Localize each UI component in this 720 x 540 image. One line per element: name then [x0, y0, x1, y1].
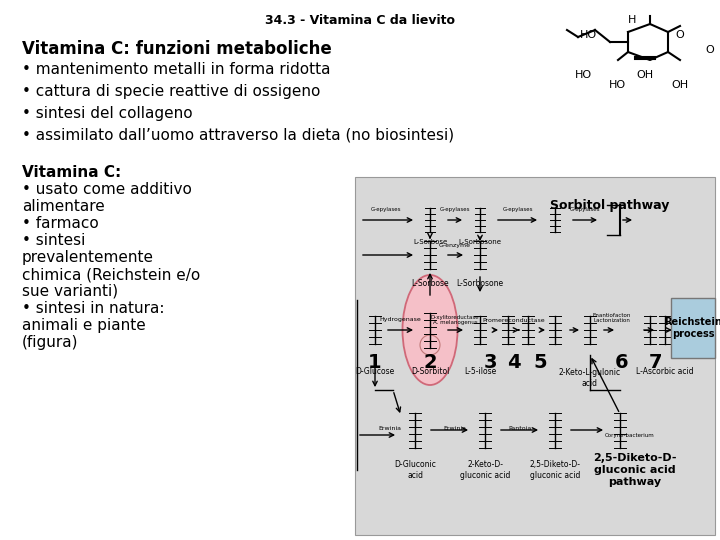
Text: Sorbitol pathway: Sorbitol pathway — [550, 199, 670, 212]
Text: OH: OH — [636, 70, 654, 80]
Text: • farmaco: • farmaco — [22, 216, 99, 231]
Text: chimica (Reichstein e/o: chimica (Reichstein e/o — [22, 267, 200, 282]
Text: L-Sorbosone: L-Sorbosone — [456, 280, 503, 288]
Text: sue varianti): sue varianti) — [22, 284, 118, 299]
Text: H: H — [628, 15, 636, 25]
Text: Enantiofacton
Lactonization: Enantiofacton Lactonization — [593, 313, 631, 323]
Text: D-Sorbitol: D-Sorbitol — [411, 368, 449, 376]
Text: O: O — [675, 30, 685, 40]
Text: L-Ascorbic acid: L-Ascorbic acid — [636, 368, 694, 376]
FancyBboxPatch shape — [355, 177, 715, 535]
Text: HO: HO — [580, 30, 597, 40]
Text: G-enzyme: G-enzyme — [439, 244, 471, 248]
Text: Vitamina C: funzioni metaboliche: Vitamina C: funzioni metaboliche — [22, 40, 332, 58]
Text: Coryne-bacterium: Coryne-bacterium — [605, 433, 655, 437]
Text: prevalentemente: prevalentemente — [22, 250, 154, 265]
Text: L-Sorbose: L-Sorbose — [413, 239, 447, 245]
Text: (figura): (figura) — [22, 335, 78, 350]
Text: 2-Keto-D-
gluconic acid: 2-Keto-D- gluconic acid — [460, 460, 510, 480]
Text: 4: 4 — [507, 353, 521, 372]
Text: 7: 7 — [648, 353, 662, 372]
Text: 6: 6 — [615, 353, 629, 372]
Ellipse shape — [402, 275, 457, 385]
Text: HO: HO — [575, 70, 592, 80]
Text: O: O — [706, 45, 714, 55]
Text: Erwinia: Erwinia — [379, 426, 402, 430]
Text: • sintesi del collageno: • sintesi del collageno — [22, 106, 193, 121]
Text: G-epylases: G-epylases — [503, 207, 534, 213]
Text: Promereconductase: Promereconductase — [482, 318, 545, 322]
Text: 2-Keto-L-gulonic
acid: 2-Keto-L-gulonic acid — [559, 368, 621, 388]
Text: animali e piante: animali e piante — [22, 318, 145, 333]
Text: 5: 5 — [534, 353, 546, 372]
Text: G-epylases: G-epylases — [440, 207, 470, 213]
Text: • assimilato dall’uomo attraverso la dieta (no biosintesi): • assimilato dall’uomo attraverso la die… — [22, 128, 454, 143]
Text: L-Sorbose: L-Sorbose — [411, 280, 449, 288]
Text: D-Glucose: D-Glucose — [356, 368, 395, 376]
Text: Vitamina C:: Vitamina C: — [22, 165, 121, 180]
Text: • sintesi in natura:: • sintesi in natura: — [22, 301, 164, 316]
Text: 2,5-Diketo-D-
gluconic acid
pathway: 2,5-Diketo-D- gluconic acid pathway — [593, 454, 677, 487]
Text: 2,5-Diketo-D-
gluconic acid: 2,5-Diketo-D- gluconic acid — [529, 460, 580, 480]
Text: • mantenimento metalli in forma ridotta: • mantenimento metalli in forma ridotta — [22, 62, 330, 77]
Text: Pantoia: Pantoia — [508, 426, 531, 430]
Text: L-Sorbosone: L-Sorbosone — [459, 239, 502, 245]
Text: 1: 1 — [368, 353, 382, 372]
Text: Reichstein
process: Reichstein process — [664, 317, 720, 339]
Text: OH: OH — [672, 80, 688, 90]
Text: G-epylases: G-epylases — [570, 207, 600, 213]
Text: Hydrogenase: Hydrogenase — [379, 318, 421, 322]
Text: G-epylases: G-epylases — [371, 207, 401, 213]
Text: HO: HO — [608, 80, 626, 90]
Text: • cattura di specie reattive di ossigeno: • cattura di specie reattive di ossigeno — [22, 84, 320, 99]
Text: alimentare: alimentare — [22, 199, 104, 214]
Text: D-Gluconic
acid: D-Gluconic acid — [394, 460, 436, 480]
Text: 34.3 - Vitamina C da lievito: 34.3 - Vitamina C da lievito — [265, 14, 455, 26]
Text: L-5-ilose: L-5-ilose — [464, 368, 496, 376]
Text: Erwinia: Erwinia — [444, 426, 467, 430]
Text: 3: 3 — [483, 353, 497, 372]
Text: D-xylitoreductase
A. melanogenus: D-xylitoreductase A. melanogenus — [431, 315, 480, 326]
Text: • usato come additivo: • usato come additivo — [22, 182, 192, 197]
Text: 2: 2 — [423, 353, 437, 372]
FancyBboxPatch shape — [671, 298, 715, 358]
Text: • sintesi: • sintesi — [22, 233, 86, 248]
